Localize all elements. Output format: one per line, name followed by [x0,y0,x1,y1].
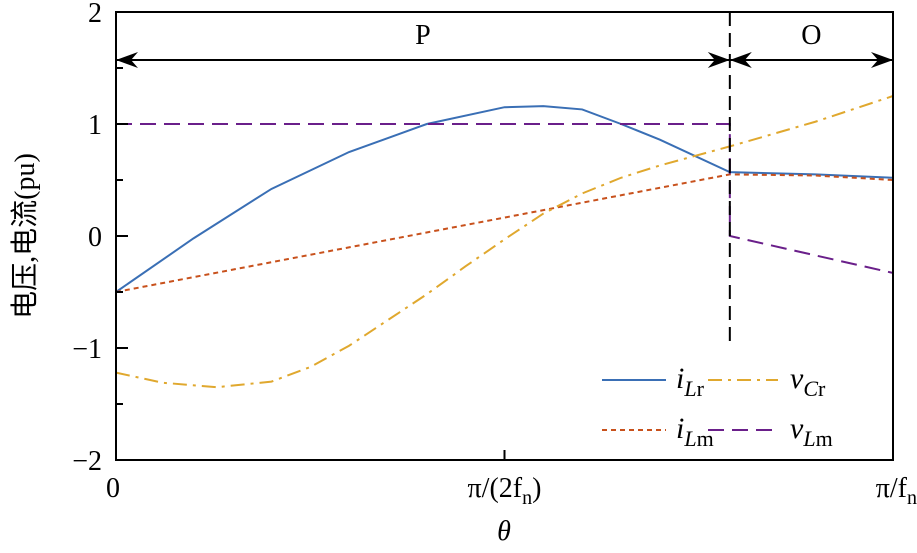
region-label-P: P [415,20,431,51]
arrow-head [116,52,138,68]
series-line-vLm [116,123,894,274]
x-axis-label: θ [497,516,511,547]
region-label-O: O [801,20,821,51]
legend-label-iLm: iLm [676,412,714,451]
arrow-head [871,52,893,68]
x-tick-label: π/fn [876,473,917,509]
plot-frame [115,11,894,461]
y-tick-label: 0 [88,222,102,253]
y-axis-label: 电压,电流(pu) [9,153,41,319]
arrow-head [707,52,730,68]
series-line-iLr [115,105,894,293]
series-line-vCr [115,95,894,389]
y-tick-label: −2 [72,446,102,477]
arrow-head [729,52,752,68]
legend-label-vLm: vLm [790,412,833,451]
y-axis: 2 1 0 −1 −2 [72,0,128,477]
y-tick-label: 1 [88,110,102,141]
legend-label-vCr: vCr [790,362,826,401]
plot-marks [115,12,894,389]
y-tick-label: 2 [88,0,102,29]
y-tick-label: −1 [72,334,102,365]
legend: iLr iLm vCr vLm [602,362,833,451]
legend-label-iLr: iLr [676,362,705,401]
x-axis: 0 π/(2fn) π/fn [106,450,917,509]
series-line-iLm [115,173,894,293]
x-tick-label: 0 [106,473,120,504]
x-tick-label: π/(2fn) [468,473,542,509]
